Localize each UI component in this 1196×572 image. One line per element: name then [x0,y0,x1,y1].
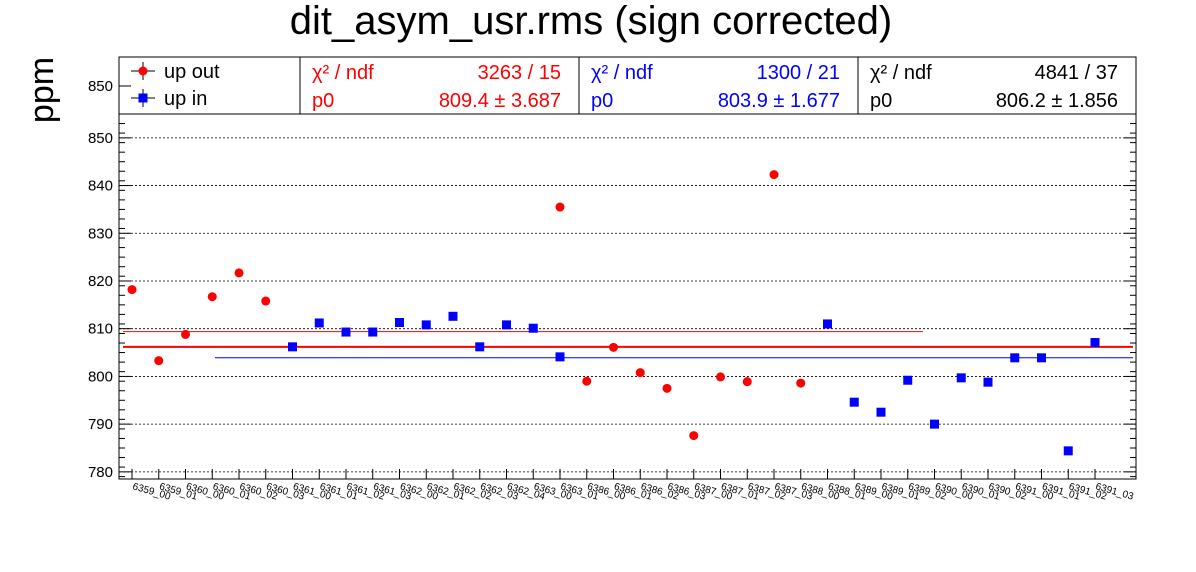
fit-chi2-value: 3263 / 15 [478,62,561,84]
data-point-up-out [128,285,137,294]
y-tick-label: 840 [88,178,113,195]
data-point-up-in [930,420,939,429]
y-tick-label: 790 [88,416,113,433]
data-point-up-out [181,330,190,339]
data-point-up-in [422,320,431,329]
data-point-up-out [716,372,725,381]
data-point-up-in [288,342,297,351]
chart-title: dit_asym_usr.rms (sign corrected) [290,0,892,43]
data-point-up-out [663,384,672,393]
data-point-up-in [1064,446,1073,455]
y-tick-label: 780 [88,464,113,481]
data-point-up-out [582,377,591,386]
y-tick-label: 850 [88,130,113,147]
data-point-up-in [502,320,511,329]
data-point-up-out [154,356,163,365]
y-axis-label: ppm [23,57,61,123]
fit-p0-value: 803.9 ± 1.677 [718,90,840,112]
data-point-up-in [342,328,351,337]
legend-marker-circle [139,67,148,76]
y-tick-label: 830 [88,225,113,242]
legend-marker-square [139,94,148,103]
data-point-up-in [449,312,458,321]
fit-p0-label: p0 [312,90,334,112]
data-point-up-in [368,328,377,337]
data-point-up-in [556,352,565,361]
fit-p0-label: p0 [591,90,613,112]
fit-chi2-label: χ² / ndf [870,62,932,84]
data-point-up-in [315,318,324,327]
fit-chi2-label: χ² / ndf [312,62,374,84]
data-point-up-out [770,170,779,179]
data-point-up-in [1010,353,1019,362]
data-point-up-out [556,203,565,212]
legend-box: 850 up out up in χ² / ndf 3263 / 15 p0 809.4 ±… [88,57,1136,114]
y-tick-label: 810 [88,321,113,338]
data-point-up-out [261,297,270,306]
data-point-up-in [957,373,966,382]
legend-label: up out [164,61,220,83]
fit-chi2-value: 4841 / 37 [1035,62,1118,84]
data-point-up-out [636,368,645,377]
y-tick-label: 820 [88,273,113,290]
data-point-up-in [823,319,832,328]
data-point-up-in [850,398,859,407]
data-point-up-out [235,268,244,277]
data-point-up-in [475,342,484,351]
data-point-up-out [208,292,217,301]
data-point-up-in [903,376,912,385]
legend-label: up in [164,88,207,110]
data-point-up-in [984,378,993,387]
fit-chi2-label: χ² / ndf [591,62,653,84]
data-point-up-in [1091,338,1100,347]
data-point-up-in [1037,353,1046,362]
y-tick-label: 800 [88,368,113,385]
plot-area: 7807908008108208308408506359_006359_0163… [88,114,1136,503]
data-point-up-out [743,377,752,386]
data-point-up-in [529,324,538,333]
y-tick-label: 850 [88,78,113,95]
fit-p0-label: p0 [870,90,892,112]
data-point-up-in [395,318,404,327]
fit-chi2-value: 1300 / 21 [757,62,840,84]
data-point-up-out [796,379,805,388]
data-point-up-out [609,343,618,352]
fit-p0-value: 809.4 ± 3.687 [439,90,561,112]
data-point-up-in [877,408,886,417]
fit-p0-value: 806.2 ± 1.856 [996,90,1118,112]
data-point-up-out [689,431,698,440]
